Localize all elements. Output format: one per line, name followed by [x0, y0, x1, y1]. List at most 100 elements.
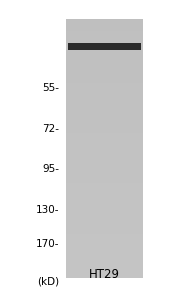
Bar	[66, 142, 143, 143]
Bar	[66, 192, 143, 194]
Bar	[66, 113, 143, 115]
Bar	[66, 262, 143, 263]
Bar	[66, 226, 143, 227]
Bar	[66, 125, 143, 127]
Bar	[66, 175, 143, 177]
Bar	[66, 219, 143, 221]
Bar	[66, 85, 143, 87]
Bar	[66, 196, 143, 197]
Bar	[66, 120, 143, 122]
Bar	[66, 32, 143, 34]
Bar	[66, 27, 143, 28]
Bar	[66, 90, 143, 92]
Bar	[66, 223, 143, 225]
Bar	[66, 62, 143, 63]
Bar	[66, 108, 143, 110]
Bar	[66, 152, 143, 154]
Bar	[66, 33, 143, 35]
Bar	[66, 112, 143, 114]
Bar	[66, 148, 143, 150]
Bar	[66, 147, 143, 148]
Bar	[66, 22, 143, 23]
Bar	[66, 230, 143, 231]
Bar	[66, 256, 143, 258]
Bar	[66, 235, 143, 236]
Bar	[66, 104, 143, 106]
Text: 130-: 130-	[36, 206, 59, 215]
Bar	[66, 45, 143, 46]
Bar	[66, 242, 143, 244]
Bar	[66, 50, 143, 52]
Bar	[66, 213, 143, 214]
Bar	[66, 156, 143, 158]
Bar	[66, 201, 143, 203]
Bar	[66, 153, 143, 155]
Bar	[66, 53, 143, 54]
Bar	[66, 260, 143, 262]
Bar	[66, 68, 143, 70]
Bar	[66, 206, 143, 208]
Bar	[66, 51, 143, 53]
Bar	[66, 94, 143, 96]
Bar	[66, 149, 143, 151]
Bar	[66, 224, 143, 226]
Bar	[66, 254, 143, 256]
Bar	[66, 160, 143, 161]
Bar	[66, 190, 143, 191]
Bar	[66, 74, 143, 75]
Bar	[66, 76, 143, 77]
Bar	[66, 129, 143, 130]
Bar	[66, 46, 143, 48]
Bar	[66, 26, 143, 27]
Bar	[66, 138, 143, 140]
Bar	[66, 184, 143, 186]
Bar	[66, 75, 143, 76]
Bar	[66, 259, 143, 261]
Bar	[66, 107, 143, 109]
Bar	[66, 31, 143, 32]
Bar	[66, 155, 143, 156]
Bar	[66, 131, 143, 133]
Bar	[66, 98, 143, 100]
Bar	[66, 29, 143, 31]
Bar	[66, 220, 143, 222]
Bar	[66, 58, 143, 59]
Bar	[66, 20, 143, 22]
Bar	[66, 146, 143, 147]
Bar	[66, 178, 143, 179]
Bar	[66, 171, 143, 173]
Bar	[66, 66, 143, 67]
Bar	[66, 272, 143, 274]
Bar	[66, 71, 143, 72]
Bar	[66, 212, 143, 213]
Bar	[66, 77, 143, 79]
Bar	[66, 269, 143, 271]
Bar	[66, 231, 143, 232]
Bar	[66, 63, 143, 64]
Text: 72-: 72-	[42, 124, 59, 134]
Bar	[66, 89, 143, 90]
Bar	[66, 253, 143, 254]
Bar	[66, 115, 143, 116]
Bar	[66, 100, 143, 102]
Bar	[66, 217, 143, 218]
Bar	[66, 103, 143, 105]
Bar	[66, 238, 143, 240]
Bar	[66, 28, 143, 30]
Bar	[66, 134, 143, 136]
Bar	[66, 227, 143, 229]
Bar	[66, 70, 143, 71]
Bar	[66, 274, 143, 276]
Bar	[66, 38, 143, 40]
Bar	[66, 64, 143, 66]
Bar	[66, 36, 143, 38]
Bar	[66, 199, 143, 200]
Bar	[66, 250, 143, 252]
Bar	[66, 246, 143, 248]
Bar	[66, 162, 143, 164]
Bar	[66, 86, 143, 88]
Bar	[66, 23, 143, 25]
Bar	[66, 84, 143, 85]
Bar	[66, 124, 143, 125]
Bar	[66, 179, 143, 181]
